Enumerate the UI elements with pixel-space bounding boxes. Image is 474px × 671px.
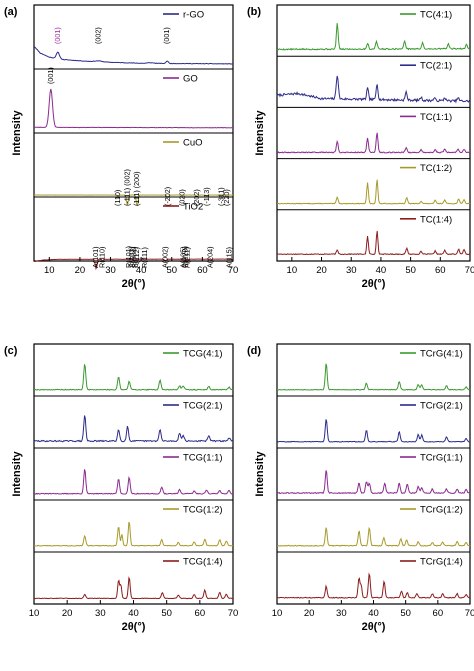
x-tick-label: 50 — [400, 608, 411, 619]
panel-letter: (c) — [4, 345, 18, 357]
series-line — [34, 416, 233, 442]
series-line — [34, 578, 233, 599]
legend-label: TCrG(1:4) — [420, 557, 463, 568]
legend-label: TC(1:4) — [420, 214, 452, 225]
legend-label: TCG(1:4) — [183, 557, 223, 568]
series-line — [277, 574, 470, 598]
legend-label: TCG(4:1) — [183, 349, 223, 360]
x-axis-title: 2θ(°) — [122, 621, 146, 633]
x-tick-label: 10 — [287, 265, 298, 276]
peak-annotation: (110) — [113, 190, 122, 206]
legend-label: GO — [183, 74, 198, 85]
x-tick-label: 30 — [105, 265, 116, 276]
series-line — [277, 419, 470, 442]
series-line — [34, 469, 233, 494]
x-tick-label: 70 — [465, 265, 474, 276]
panel-a: r-GO (001) (002) (001) GO (001) CuO (110) (-111)… — [4, 5, 238, 290]
panel-letter: (b) — [247, 6, 261, 18]
series-line — [277, 133, 470, 153]
legend-label: r-GO — [183, 10, 204, 21]
series-line — [277, 364, 470, 390]
x-tick-label: 20 — [316, 265, 327, 276]
series-line — [277, 231, 470, 255]
x-tick-label: 60 — [435, 265, 446, 276]
peak-annotation: (002) — [93, 27, 102, 44]
x-tick-label: 20 — [75, 265, 86, 276]
legend-label: TC(2:1) — [420, 61, 452, 72]
legend-label: CuO — [183, 138, 203, 149]
x-tick-label: 40 — [368, 608, 379, 619]
x-tick-label: 50 — [161, 608, 172, 619]
x-tick-label: 70 — [465, 608, 474, 619]
x-tick-label: 40 — [376, 265, 387, 276]
x-tick-label: 40 — [128, 608, 139, 619]
series-line — [277, 470, 470, 493]
legend-label: TCG(1:2) — [183, 505, 223, 516]
panel-letter: (d) — [247, 345, 261, 357]
x-tick-label: 60 — [433, 608, 444, 619]
panel-d: TCrG(4:1) TCrG(2:1) TCrG(1:1) TCrG(1:2) TCrG… — [247, 344, 474, 633]
legend-label: TC(1:2) — [420, 163, 452, 174]
series-line — [34, 89, 233, 128]
panel-c: TCG(4:1) TCG(2:1) TCG(1:1) TCG(1:2) TCG(1:4)… — [4, 344, 238, 633]
x-tick-label: 30 — [95, 608, 106, 619]
x-tick-label: 30 — [336, 608, 347, 619]
peak-annotation: (-111) (002) — [122, 169, 131, 206]
peak-annotation: (220) — [222, 189, 231, 206]
peak-annotation: (001) — [46, 67, 55, 84]
series-line — [277, 528, 470, 546]
series-line — [34, 46, 233, 64]
x-tick-label: 50 — [405, 265, 416, 276]
y-axis-title: Intensity — [11, 451, 23, 497]
legend-label: TCrG(2:1) — [420, 401, 463, 412]
x-tick-label: 20 — [62, 608, 73, 619]
legend-label: TCG(2:1) — [183, 401, 223, 412]
y-axis-title: Intensity — [254, 451, 266, 497]
legend-label: TC(1:1) — [420, 112, 452, 123]
x-tick-label: 60 — [197, 265, 208, 276]
peak-annotation: (001) — [53, 27, 62, 44]
y-axis-title: Intensity — [254, 110, 266, 156]
x-tick-label: 10 — [29, 608, 40, 619]
x-tick-label: 10 — [44, 265, 55, 276]
legend-label: TCrG(4:1) — [420, 349, 463, 360]
series-line — [277, 23, 470, 50]
x-tick-label: 20 — [304, 608, 315, 619]
x-tick-label: 10 — [272, 608, 283, 619]
x-axis-title: 2θ(°) — [362, 278, 386, 290]
x-tick-label: 50 — [166, 265, 177, 276]
peak-annotation: (-202) — [163, 187, 172, 206]
legend-label: TCG(1:1) — [183, 453, 223, 464]
y-axis-title: Intensity — [11, 110, 23, 156]
x-tick-label: 70 — [228, 265, 239, 276]
legend-label: TCrG(1:1) — [420, 453, 463, 464]
x-axis-title: 2θ(°) — [122, 278, 146, 290]
series-line — [34, 364, 233, 390]
peak-annotation: A(211) — [182, 247, 191, 268]
series-line — [277, 180, 470, 204]
x-tick-label: 30 — [346, 265, 357, 276]
x-tick-label: 60 — [195, 608, 206, 619]
peak-annotation: (001) — [162, 27, 171, 44]
x-axis-title: 2θ(°) — [362, 621, 386, 633]
series-line — [34, 522, 233, 546]
legend-label: TiO2 — [183, 202, 203, 213]
panel-letter: (a) — [4, 6, 18, 18]
series-line — [277, 76, 470, 102]
legend-label: TC(4:1) — [420, 10, 452, 21]
panel-b: TC(4:1) TC(2:1) TC(1:1) TC(1:2) TC(1:4) 10 20 3… — [247, 5, 474, 290]
x-tick-label: 40 — [136, 265, 147, 276]
peak-annotation: (111) (200) — [132, 172, 141, 207]
legend-label: TCrG(1:2) — [420, 505, 463, 516]
x-tick-label: 70 — [228, 608, 239, 619]
